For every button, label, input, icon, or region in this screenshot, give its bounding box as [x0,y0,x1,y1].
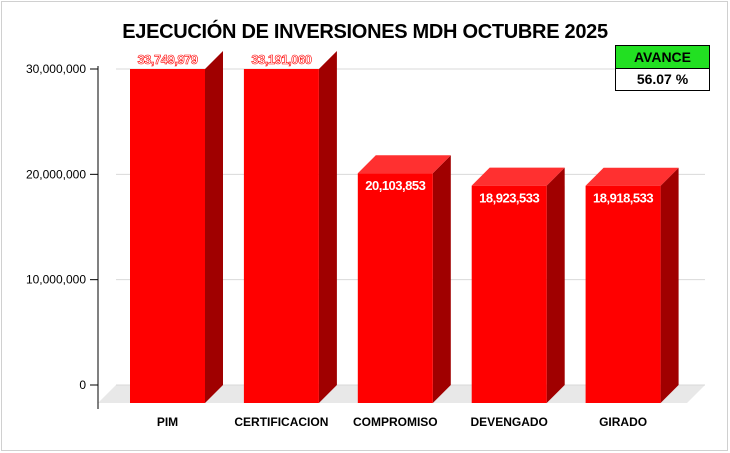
x-tick-label: GIRADO [599,415,647,429]
data-label: 18,918,533 [593,191,653,206]
x-tick-label: PIM [157,415,178,429]
bar-top [585,167,679,186]
bar [357,173,433,403]
avance-label: AVANCE [616,46,709,69]
bar-side [205,51,223,403]
bar-side [318,51,337,403]
bar [130,69,205,403]
y-tick-label: 0 [79,378,86,392]
bar [471,185,547,403]
bar-top [357,155,451,174]
y-tick-label: 10,000,000 [26,273,86,287]
bar-side [546,167,565,403]
bar-side [660,167,679,403]
bar [243,69,319,403]
data-label: 33,191,060 [251,52,311,67]
avance-box: AVANCE 56.07 % [615,45,710,91]
x-tick-label: CERTIFICACION [234,415,328,429]
x-tick-label: COMPROMISO [353,415,438,429]
y-tick-label: 20,000,000 [26,167,86,181]
chart-title: EJECUCIÓN DE INVERSIONES MDH OCTUBRE 202… [122,21,608,43]
x-tick-label: DEVENGADO [471,415,548,429]
bar-side [432,155,451,403]
avance-value: 56.07 % [616,69,709,90]
bar-top [471,167,565,186]
y-tick-label: 30,000,000 [26,62,86,76]
data-label: 33,749,979 [137,52,197,67]
data-label: 18,923,533 [479,191,539,206]
bar [585,185,661,403]
data-label: 20,103,853 [365,178,425,193]
